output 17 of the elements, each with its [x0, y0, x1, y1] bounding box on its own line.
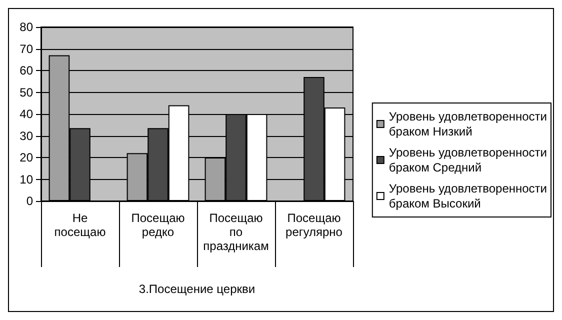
y-tick-label: 40 [20, 107, 34, 121]
x-tick-label: Посещаю регулярно [286, 211, 343, 239]
y-tick-label: 30 [20, 128, 34, 143]
y-tick-label: 10 [20, 172, 34, 186]
legend-label: Уровень удовлетворенности браком Высокий [388, 182, 548, 210]
x-tick-label: Не посещаю [54, 211, 106, 239]
y-tick-label: 70 [20, 42, 34, 56]
x-tick-label: Посещаю по праздникам [203, 211, 269, 253]
legend-label: Уровень удовлетворенности браком Средний [388, 146, 548, 174]
x-axis-title: 3.Посещение церкви [138, 282, 256, 296]
y-tick-label: 20 [20, 150, 34, 164]
y-tick-label: 50 [20, 85, 34, 100]
y-tick-label: 80 [20, 20, 34, 34]
y-tick-label: 0 [26, 194, 34, 208]
y-tick-label: 60 [20, 64, 34, 78]
legend-label: Уровень удовлетворенности браком Низкий [388, 110, 548, 138]
x-tick-label: Посещаю редко [131, 211, 185, 239]
